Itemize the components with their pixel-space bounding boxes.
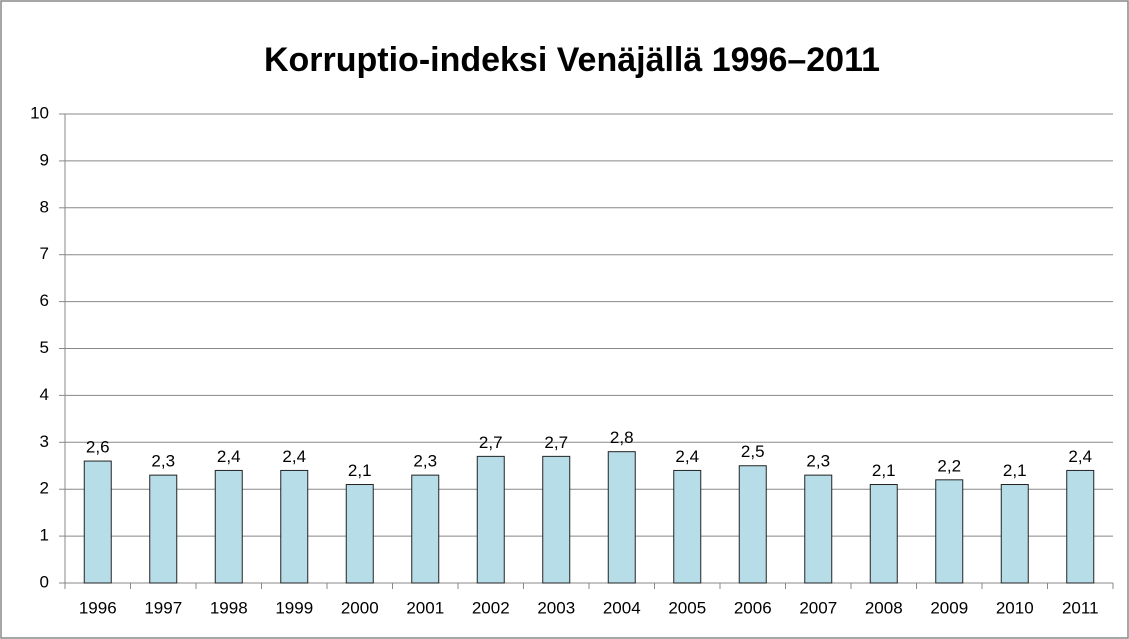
x-tick-label: 2001 [406,598,444,617]
data-label: 2,4 [217,447,241,466]
bar [345,484,374,584]
bar [935,479,964,584]
bar [673,469,702,584]
data-label: 2,4 [1068,447,1092,466]
bar [542,455,571,584]
x-tick-label: 2007 [799,598,837,617]
bar [607,451,636,584]
data-label: 2,3 [413,452,437,471]
bar [738,465,767,584]
data-label: 2,4 [675,447,699,466]
y-tick-label: 10 [30,103,49,122]
bar [83,460,112,584]
data-label: 2,8 [610,428,634,447]
x-tick-label: 1996 [79,598,117,617]
bar [869,484,898,584]
x-tick-label: 1997 [144,598,182,617]
x-tick-label: 2003 [537,598,575,617]
data-label: 2,5 [741,442,765,461]
bar [411,474,440,584]
y-tick-label: 8 [40,197,49,216]
bar [476,455,505,584]
y-tick-label: 1 [40,526,49,545]
x-tick-label: 1998 [210,598,248,617]
y-tick-label: 7 [40,244,49,263]
data-label: 2,6 [86,438,110,457]
y-tick-label: 3 [40,432,49,451]
x-tick-label: 2006 [734,598,772,617]
x-tick-label: 2008 [865,598,903,617]
data-label: 2,1 [1003,461,1027,480]
bar [149,474,178,584]
x-tick-label: 2010 [996,598,1034,617]
x-tick-label: 2002 [472,598,510,617]
data-label: 2,3 [806,452,830,471]
chart-title: Korruptio-indeksi Venäjällä 1996–2011 [264,41,880,79]
bar [804,474,833,584]
y-tick-label: 2 [40,479,49,498]
data-label: 2,1 [348,461,372,480]
bar [280,469,309,584]
x-tick-label: 2004 [603,598,641,617]
data-label: 2,7 [544,433,568,452]
bar [1000,484,1029,584]
y-tick-label: 5 [40,338,49,357]
bar [214,469,243,584]
bar [1066,469,1095,584]
data-label: 2,2 [937,456,961,475]
x-tick-label: 1999 [275,598,313,617]
y-tick-label: 4 [40,385,49,404]
x-tick-label: 2009 [930,598,968,617]
y-tick-label: 6 [40,291,49,310]
data-label: 2,4 [282,447,306,466]
data-label: 2,1 [872,461,896,480]
y-tick-label: 9 [40,150,49,169]
x-tick-label: 2011 [1062,598,1099,617]
data-label: 2,3 [151,452,175,471]
x-tick-label: 2000 [341,598,379,617]
y-tick-label: 0 [40,572,49,591]
x-tick-label: 2005 [668,598,706,617]
data-label: 2,7 [479,433,503,452]
